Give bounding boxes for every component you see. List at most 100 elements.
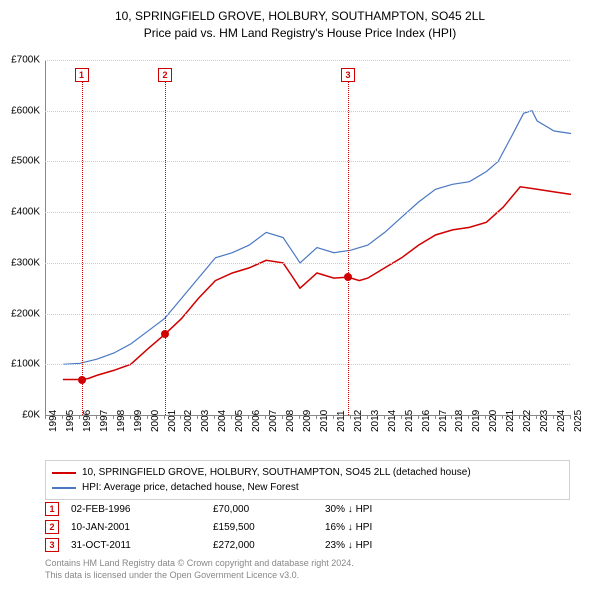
x-tick-label: 2016 (421, 410, 432, 432)
x-tick-label: 2019 (471, 410, 482, 432)
x-axis-labels: 1994199519961997199819992000200120022003… (45, 420, 570, 460)
x-tick-label: 2012 (353, 410, 364, 432)
x-tick (418, 415, 419, 419)
x-tick (536, 415, 537, 419)
sales-row: 331-OCT-2011£272,00023% ↓ HPI (45, 536, 570, 554)
sales-marker: 2 (45, 520, 59, 534)
gridline (45, 263, 570, 264)
sales-price: £70,000 (213, 504, 313, 515)
sales-marker: 3 (45, 538, 59, 552)
x-tick-label: 2015 (404, 410, 415, 432)
sales-row: 2 10-JAN-2001 £159,500 16% ↓ HPI (45, 518, 570, 536)
x-tick (282, 415, 283, 419)
marker-box: 2 (158, 68, 172, 82)
x-tick-label: 1996 (82, 410, 93, 432)
x-tick-label: 2005 (234, 410, 245, 432)
sales-row: 1 02-FEB-1996 £70,000 30% ↓ HPI (45, 500, 570, 518)
x-tick (79, 415, 80, 419)
sales-price: £159,500 (213, 522, 313, 533)
chart-svg (46, 60, 571, 415)
sales-diff: 23% ↓ HPI (325, 540, 445, 551)
x-tick-label: 2011 (336, 410, 347, 432)
x-tick (180, 415, 181, 419)
sales-date: 02-FEB-1996 (71, 504, 201, 515)
x-tick-label: 2003 (200, 410, 211, 432)
x-tick-label: 2004 (217, 410, 228, 432)
gridline (45, 314, 570, 315)
x-tick (113, 415, 114, 419)
x-tick (435, 415, 436, 419)
series-line (63, 187, 571, 380)
gridline (45, 60, 570, 61)
gridline (45, 111, 570, 112)
y-tick-label: £200K (0, 308, 40, 319)
footer-line-2: This data is licensed under the Open Gov… (45, 570, 570, 582)
legend-label: HPI: Average price, detached house, New … (82, 480, 299, 495)
x-tick-label: 2013 (370, 410, 381, 432)
x-tick (231, 415, 232, 419)
legend: 10, SPRINGFIELD GROVE, HOLBURY, SOUTHAMP… (45, 460, 570, 500)
x-tick-label: 1997 (99, 410, 110, 432)
x-tick-label: 2006 (251, 410, 262, 432)
legend-swatch (52, 487, 76, 489)
sales-date: 10-JAN-2001 (71, 522, 201, 533)
x-tick-label: 2023 (539, 410, 550, 432)
x-tick (130, 415, 131, 419)
sale-point (344, 273, 352, 281)
footer: Contains HM Land Registry data © Crown c… (45, 558, 570, 581)
legend-row: 10, SPRINGFIELD GROVE, HOLBURY, SOUTHAMP… (52, 465, 563, 480)
y-tick-label: £100K (0, 359, 40, 370)
x-tick-label: 2002 (183, 410, 194, 432)
x-tick-label: 2024 (556, 410, 567, 432)
sale-point (161, 330, 169, 338)
x-tick (62, 415, 63, 419)
x-tick-label: 1998 (116, 410, 127, 432)
x-tick-label: 1994 (48, 410, 59, 432)
x-tick-label: 2010 (319, 410, 330, 432)
sales-diff: 16% ↓ HPI (325, 522, 445, 533)
chart-plot-area: 123 (45, 60, 571, 416)
x-tick (367, 415, 368, 419)
x-tick (45, 415, 46, 419)
x-tick (502, 415, 503, 419)
sale-point (78, 376, 86, 384)
x-tick-label: 2018 (454, 410, 465, 432)
x-tick-label: 2001 (167, 410, 178, 432)
legend-swatch (52, 472, 76, 474)
x-tick (570, 415, 571, 419)
title-line-1: 10, SPRINGFIELD GROVE, HOLBURY, SOUTHAMP… (0, 8, 600, 25)
x-tick (147, 415, 148, 419)
y-tick-label: £300K (0, 257, 40, 268)
x-tick (519, 415, 520, 419)
x-tick-label: 2021 (505, 410, 516, 432)
x-tick (265, 415, 266, 419)
series-line (63, 111, 571, 365)
sales-diff: 30% ↓ HPI (325, 504, 445, 515)
legend-row: HPI: Average price, detached house, New … (52, 480, 563, 495)
x-tick (485, 415, 486, 419)
x-tick (350, 415, 351, 419)
x-tick-label: 1995 (65, 410, 76, 432)
x-tick (384, 415, 385, 419)
gridline (45, 364, 570, 365)
x-tick (333, 415, 334, 419)
x-tick (468, 415, 469, 419)
footer-line-1: Contains HM Land Registry data © Crown c… (45, 558, 570, 570)
x-tick-label: 2008 (285, 410, 296, 432)
title-line-2: Price paid vs. HM Land Registry's House … (0, 25, 600, 42)
x-tick (299, 415, 300, 419)
x-tick (316, 415, 317, 419)
y-tick-label: £600K (0, 105, 40, 116)
x-tick-label: 2009 (302, 410, 313, 432)
sales-table: 1 02-FEB-1996 £70,000 30% ↓ HPI 2 10-JAN-2001… (45, 500, 570, 554)
sales-marker: 1 (45, 502, 59, 516)
legend-label: 10, SPRINGFIELD GROVE, HOLBURY, SOUTHAMP… (82, 465, 471, 480)
x-tick-label: 2017 (438, 410, 449, 432)
title-block: 10, SPRINGFIELD GROVE, HOLBURY, SOUTHAMP… (0, 0, 600, 42)
y-tick-label: £500K (0, 156, 40, 167)
x-tick-label: 2014 (387, 410, 398, 432)
marker-box: 3 (341, 68, 355, 82)
x-tick (451, 415, 452, 419)
x-tick (164, 415, 165, 419)
x-tick (197, 415, 198, 419)
